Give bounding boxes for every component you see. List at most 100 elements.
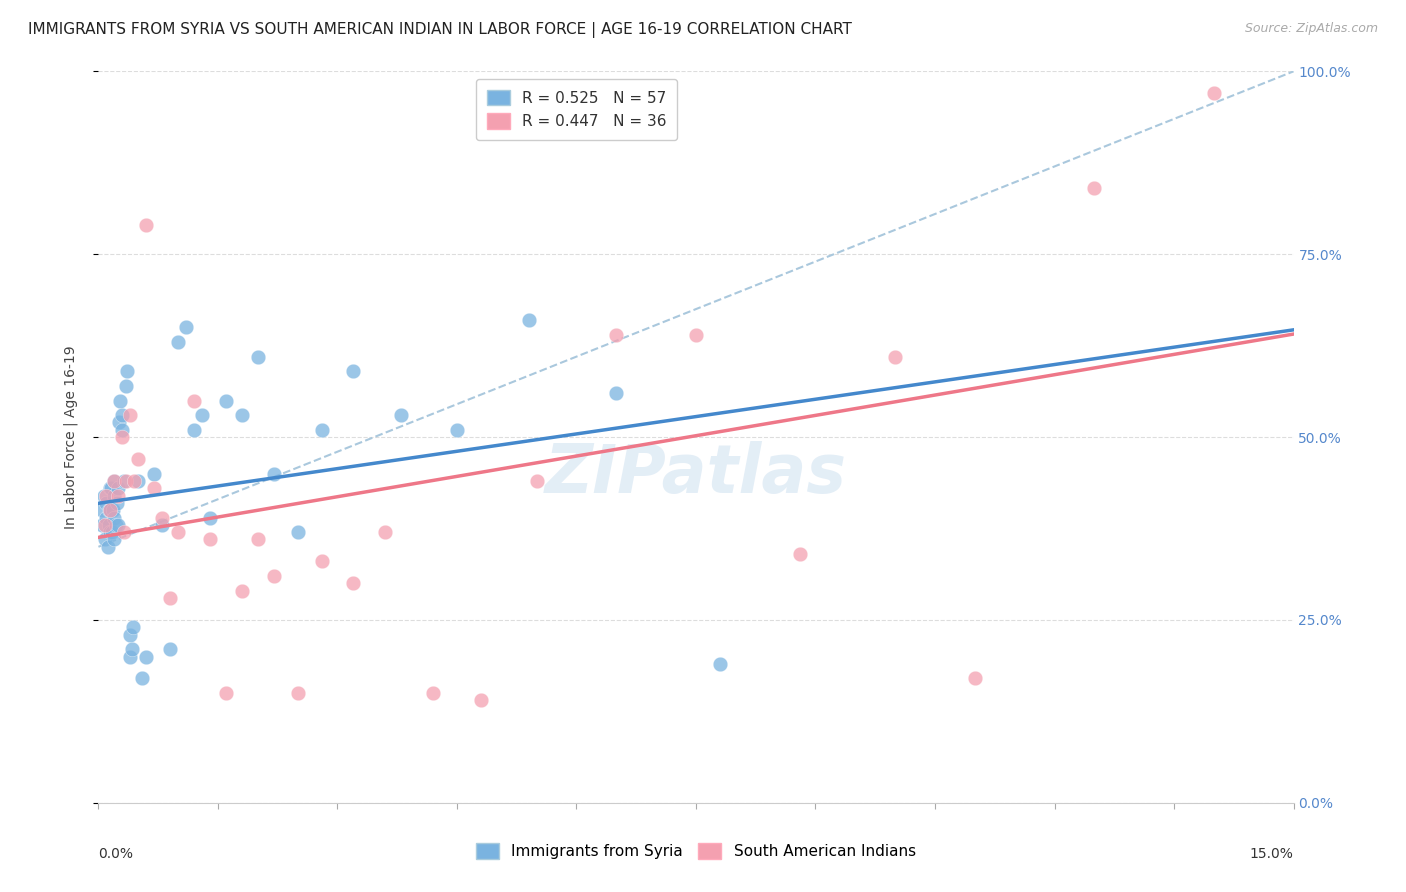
Point	[135, 218, 157, 232]
Point	[105, 496, 128, 510]
Point	[108, 393, 131, 408]
Point	[127, 474, 149, 488]
Point	[605, 386, 627, 401]
Point	[120, 627, 142, 641]
Point	[100, 525, 122, 540]
Point	[107, 489, 129, 503]
Point	[311, 554, 333, 568]
Point	[120, 408, 142, 422]
Point	[198, 533, 221, 547]
Point	[120, 649, 142, 664]
Point	[103, 474, 125, 488]
Point	[115, 364, 138, 378]
Point	[107, 517, 129, 532]
Point	[103, 533, 125, 547]
Point	[422, 686, 444, 700]
Point	[263, 569, 285, 583]
Point	[122, 620, 145, 634]
Y-axis label: In Labor Force | Age 16-19: In Labor Force | Age 16-19	[63, 345, 77, 529]
Point	[884, 350, 907, 364]
Point	[150, 510, 173, 524]
Point	[103, 489, 125, 503]
Point	[111, 408, 134, 422]
Point	[103, 510, 125, 524]
Point	[215, 393, 238, 408]
Point	[91, 517, 114, 532]
Point	[342, 364, 364, 378]
Point	[446, 423, 468, 437]
Point	[159, 642, 181, 657]
Point	[101, 525, 124, 540]
Point	[1202, 87, 1225, 101]
Point	[605, 327, 627, 342]
Point	[159, 591, 181, 605]
Point	[183, 393, 205, 408]
Point	[231, 408, 253, 422]
Text: 0.0%: 0.0%	[98, 847, 134, 861]
Point	[94, 517, 117, 532]
Point	[98, 481, 121, 495]
Point	[91, 503, 114, 517]
Point	[100, 481, 122, 495]
Point	[93, 489, 115, 503]
Point	[789, 547, 811, 561]
Text: ZIPatlas: ZIPatlas	[546, 441, 846, 507]
Point	[311, 423, 333, 437]
Point	[111, 423, 134, 437]
Point	[342, 576, 364, 591]
Point	[963, 672, 986, 686]
Point	[97, 517, 120, 532]
Point	[183, 423, 205, 437]
Point	[215, 686, 238, 700]
Point	[104, 517, 127, 532]
Point	[96, 496, 118, 510]
Point	[174, 320, 197, 334]
Point	[103, 474, 125, 488]
Text: Source: ZipAtlas.com: Source: ZipAtlas.com	[1244, 22, 1378, 36]
Point	[374, 525, 396, 540]
Point	[112, 525, 135, 540]
Point	[517, 313, 540, 327]
Legend: Immigrants from Syria, South American Indians: Immigrants from Syria, South American In…	[467, 834, 925, 868]
Point	[94, 533, 117, 547]
Point	[107, 481, 129, 495]
Point	[114, 379, 136, 393]
Point	[389, 408, 412, 422]
Point	[287, 525, 309, 540]
Point	[97, 540, 120, 554]
Point	[246, 350, 269, 364]
Point	[709, 657, 731, 671]
Point	[96, 489, 118, 503]
Point	[1083, 181, 1105, 195]
Point	[167, 334, 190, 349]
Text: IMMIGRANTS FROM SYRIA VS SOUTH AMERICAN INDIAN IN LABOR FORCE | AGE 16-19 CORREL: IMMIGRANTS FROM SYRIA VS SOUTH AMERICAN …	[28, 22, 852, 38]
Point	[198, 510, 221, 524]
Point	[127, 452, 149, 467]
Point	[97, 503, 120, 517]
Point	[231, 583, 253, 598]
Point	[124, 474, 146, 488]
Point	[131, 672, 153, 686]
Point	[108, 416, 131, 430]
Point	[111, 430, 134, 444]
Point	[685, 327, 707, 342]
Point	[135, 649, 157, 664]
Point	[143, 481, 166, 495]
Text: 15.0%: 15.0%	[1250, 847, 1294, 861]
Point	[101, 503, 124, 517]
Point	[263, 467, 285, 481]
Point	[100, 503, 122, 517]
Point	[96, 510, 118, 524]
Point	[191, 408, 214, 422]
Point	[112, 474, 135, 488]
Point	[115, 474, 138, 488]
Point	[287, 686, 309, 700]
Point	[143, 467, 166, 481]
Point	[150, 517, 173, 532]
Point	[470, 693, 492, 707]
Point	[100, 503, 122, 517]
Point	[167, 525, 190, 540]
Point	[526, 474, 548, 488]
Point	[246, 533, 269, 547]
Point	[121, 642, 143, 657]
